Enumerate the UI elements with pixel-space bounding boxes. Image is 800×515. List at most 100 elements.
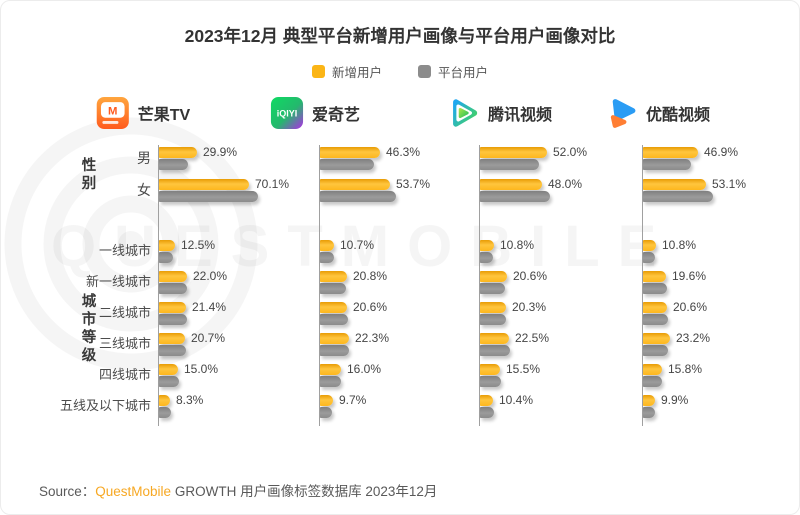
bar-platform-user <box>480 314 506 325</box>
bar-platform-user <box>480 191 550 202</box>
section-label: 等 <box>81 330 97 346</box>
bar-platform-user <box>320 314 348 325</box>
bar-value-label: 52.0% <box>553 145 588 159</box>
platform-header-mgtv: M 芒果TV <box>96 94 190 132</box>
bar-value-label: 46.3% <box>386 145 421 159</box>
new-user-swatch-icon <box>311 65 325 78</box>
bar-new-user <box>320 147 380 158</box>
source-line: Source：QuestMobile GROWTH 用户画像标签数据库 2023… <box>39 480 437 500</box>
bar-platform-user <box>320 159 374 170</box>
bar-new-user <box>480 333 509 344</box>
bar-platform-user <box>643 159 691 170</box>
bar-new-user <box>643 240 656 251</box>
bar-new-user <box>480 364 500 375</box>
bar-new-user <box>320 271 347 282</box>
source-prefix: Source： <box>39 484 96 499</box>
row-label: 三线城市 <box>98 336 151 351</box>
iqiyi-logo: iQIYI <box>270 96 304 130</box>
bar-new-user <box>159 147 197 158</box>
row-label: 男 <box>137 150 151 166</box>
bar-value-label: 10.8% <box>500 238 535 252</box>
bar-value-label: 29.9% <box>203 145 238 159</box>
platform-header-iqiyi: iQIYI 爱奇艺 <box>270 94 360 132</box>
platform-name: 优酷视频 <box>645 107 711 124</box>
bar-value-label: 16.0% <box>347 362 382 376</box>
bar-new-user <box>159 364 178 375</box>
bar-platform-user <box>643 376 662 387</box>
section-label: 级 <box>81 348 97 364</box>
bar-new-user <box>159 333 185 344</box>
bar-value-label: 53.1% <box>712 177 747 191</box>
section-label: 性 <box>81 157 97 174</box>
bar-platform-user <box>320 252 334 263</box>
bar-platform-user <box>159 191 258 202</box>
bar-platform-user <box>320 407 332 418</box>
bar-platform-user <box>480 376 501 387</box>
bar-new-user <box>320 240 334 251</box>
row-label: 女 <box>137 182 151 198</box>
axis-line <box>158 145 159 426</box>
row-label: 二线城市 <box>98 305 151 320</box>
bar-value-label: 46.9% <box>704 145 739 159</box>
bar-value-label: 22.0% <box>193 269 228 283</box>
bar-platform-user <box>320 345 349 356</box>
bar-value-label: 9.9% <box>661 393 689 407</box>
bar-new-user <box>159 240 175 251</box>
row-label: 五线及以下城市 <box>59 398 151 413</box>
axis-line <box>319 145 320 426</box>
bar-platform-user <box>320 376 341 387</box>
section-label: 市 <box>81 312 97 328</box>
bar-new-user <box>480 302 506 313</box>
bar-value-label: 15.8% <box>668 362 703 376</box>
bar-value-label: 9.7% <box>339 393 367 407</box>
bar-new-user <box>159 271 187 282</box>
bar-platform-user <box>643 345 668 356</box>
bar-new-user <box>320 179 390 190</box>
bar-platform-user <box>159 283 187 294</box>
bar-new-user <box>480 147 547 158</box>
bar-platform-user <box>480 159 539 170</box>
platform-name: 爱奇艺 <box>311 107 361 124</box>
page-title: 2023年12月 典型平台新增用户画像与平台用户画像对比 <box>184 26 616 46</box>
bar-platform-user <box>480 252 493 263</box>
legend: 新增用户 平台用户 <box>1 62 799 81</box>
platform-name: 腾讯视频 <box>487 107 553 124</box>
bar-value-label: 19.6% <box>672 269 707 283</box>
bar-value-label: 22.3% <box>355 331 390 345</box>
bar-value-label: 23.2% <box>676 331 711 345</box>
bar-platform-user <box>159 376 179 387</box>
bar-value-label: 20.6% <box>673 300 708 314</box>
bar-platform-user <box>320 283 346 294</box>
row-label: 新一线城市 <box>85 274 151 289</box>
bar-new-user <box>643 179 706 190</box>
bar-platform-user <box>643 407 655 418</box>
section-label: 城 <box>81 294 97 310</box>
bar-value-label: 15.5% <box>506 362 541 376</box>
bar-value-label: 21.4% <box>192 300 227 314</box>
bar-new-user <box>480 240 494 251</box>
bar-value-label: 20.7% <box>191 331 226 345</box>
bar-platform-user <box>480 407 494 418</box>
bar-platform-user <box>159 345 186 356</box>
bar-new-user <box>320 395 333 406</box>
bar-value-label: 20.3% <box>512 300 547 314</box>
bar-new-user <box>159 179 249 190</box>
bar-new-user <box>643 364 662 375</box>
platform-name: 芒果TV <box>137 107 191 124</box>
svg-text:iQIYI: iQIYI <box>277 108 297 118</box>
bar-value-label: 10.7% <box>340 238 375 252</box>
mgtv-logo: M <box>96 96 129 130</box>
section-label: 别 <box>81 175 97 192</box>
bar-new-user <box>643 271 666 282</box>
bar-new-user <box>643 333 670 344</box>
bar-value-label: 10.4% <box>499 393 534 407</box>
questmobile-text-watermark: QUESTMOBILE <box>51 214 675 279</box>
platform-header-youku: 优酷视频 <box>604 94 710 132</box>
axis-line <box>479 145 480 426</box>
tencent-video-logo <box>453 99 478 127</box>
axis-line <box>642 145 643 426</box>
bar-value-label: 20.8% <box>353 269 388 283</box>
source-brand: QuestMobile <box>95 484 172 499</box>
bar-platform-user <box>159 314 187 325</box>
